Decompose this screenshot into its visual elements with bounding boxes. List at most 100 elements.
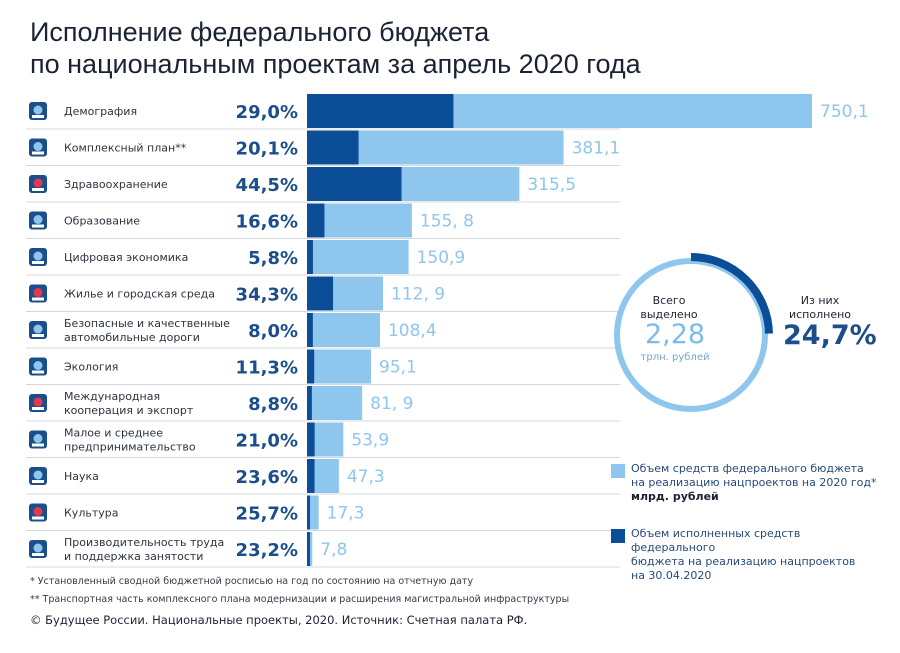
bar-executed bbox=[307, 276, 334, 311]
legend-swatch-total bbox=[611, 464, 625, 478]
bar-total bbox=[307, 240, 409, 274]
category-label: Комплексный план** bbox=[64, 142, 187, 155]
road-icon bbox=[29, 321, 47, 339]
donut-total-value: 2,28 bbox=[644, 319, 706, 350]
donut-total-label-line2: выделено bbox=[640, 308, 698, 321]
globe-icon bbox=[29, 394, 47, 412]
bar-total bbox=[307, 495, 319, 530]
value-label: 17,3 bbox=[327, 504, 365, 524]
percent-label: 44,5% bbox=[236, 175, 298, 196]
category-label: Здравоохранение bbox=[64, 178, 168, 191]
value-label: 112, 9 bbox=[391, 285, 445, 305]
category-label: Наука bbox=[64, 470, 99, 483]
legend-swatch-executed bbox=[611, 529, 625, 543]
executed-label: Из них исполнено bbox=[775, 294, 865, 322]
value-label: 7,8 bbox=[320, 540, 347, 560]
executed-label-line1: Из них bbox=[800, 294, 840, 307]
category-label: Цифровая экономика bbox=[64, 251, 188, 264]
education-icon bbox=[29, 211, 47, 230]
category-label: Экология bbox=[64, 361, 118, 374]
executed-label-line2: исполнено bbox=[788, 308, 852, 321]
donut-total-label: Всего выделено bbox=[640, 294, 698, 322]
source-credit: © Будущее России. Национальные проекты, … bbox=[30, 613, 528, 627]
legend-executed-line3: на 30.04.2020 bbox=[631, 569, 712, 582]
bar-total bbox=[307, 349, 372, 384]
category-label: Жилье и городская среда bbox=[64, 288, 215, 301]
legend-text-total: Объем средств федерального бюджета на ре… bbox=[631, 462, 881, 504]
housing-icon bbox=[29, 284, 47, 303]
bar-executed bbox=[307, 94, 454, 128]
bar-total bbox=[307, 386, 363, 420]
value-label: 81, 9 bbox=[370, 394, 413, 414]
percent-label: 25,7% bbox=[236, 504, 298, 525]
bar-executed bbox=[307, 495, 310, 530]
donut-total-unit: трлн. рублей bbox=[640, 352, 710, 363]
percent-label: 11,3% bbox=[236, 358, 298, 379]
bar-executed bbox=[307, 422, 315, 457]
bar-executed bbox=[307, 532, 310, 566]
category-label: Международная кооперация и экспорт bbox=[64, 390, 194, 417]
legend-item-total: Объем средств федерального бюджета на ре… bbox=[611, 462, 881, 508]
highway-icon bbox=[29, 138, 47, 157]
value-label: 53,9 bbox=[351, 431, 389, 451]
percent-label: 23,6% bbox=[236, 467, 298, 488]
science-icon bbox=[29, 467, 47, 485]
rocket-icon bbox=[29, 430, 47, 449]
value-label: 750,1 bbox=[820, 102, 869, 122]
category-label: Культура bbox=[64, 507, 118, 520]
executed-value: 24,7% bbox=[783, 320, 877, 351]
bar-total bbox=[307, 313, 380, 347]
legend-text-executed: Объем исполненных средств федерального б… bbox=[631, 527, 881, 583]
title-line-1: Исполнение федерального бюджета bbox=[30, 17, 490, 47]
donut-total-label-line1: Всего bbox=[652, 294, 686, 307]
percent-label: 23,2% bbox=[236, 540, 298, 561]
bar-executed bbox=[307, 386, 312, 420]
percent-label: 34,3% bbox=[236, 285, 298, 306]
medical-cross-icon bbox=[29, 175, 47, 193]
category-label: Образование bbox=[64, 215, 140, 228]
footnote-1: * Установленный сводной бюджетной роспис… bbox=[30, 576, 474, 587]
title-line-2: по национальным проектам за апрель 2020 … bbox=[30, 49, 641, 79]
bar-total bbox=[307, 203, 412, 238]
value-label: 150,9 bbox=[417, 248, 466, 268]
labor-icon bbox=[29, 540, 47, 558]
percent-label: 16,6% bbox=[236, 212, 298, 233]
bar-executed bbox=[307, 167, 402, 201]
legend-executed-line2: бюджета на реализацию нацпроектов bbox=[631, 555, 856, 568]
legend-total-line3: млрд. рублей bbox=[631, 490, 719, 503]
culture-icon bbox=[29, 503, 47, 522]
category-label: Безопасные и качественные автомобильные д… bbox=[64, 317, 230, 344]
value-label: 108,4 bbox=[388, 321, 437, 341]
bar-executed bbox=[307, 349, 315, 384]
chart-title: Исполнение федерального бюджета по нацио… bbox=[30, 16, 870, 80]
bar-executed bbox=[307, 240, 313, 274]
family-icon bbox=[29, 102, 47, 120]
value-label: 315,5 bbox=[527, 175, 576, 195]
donut-executed-arc bbox=[690, 253, 773, 334]
percent-label: 5,8% bbox=[248, 248, 298, 269]
bar-executed bbox=[307, 203, 325, 238]
legend-total-line1: Объем средств федерального бюджета bbox=[631, 462, 864, 475]
category-label: Демография bbox=[64, 105, 137, 118]
percent-label: 21,0% bbox=[236, 431, 298, 452]
percent-label: 20,1% bbox=[236, 139, 298, 160]
donut-ring bbox=[614, 258, 768, 412]
value-label: 381,1 bbox=[572, 139, 621, 159]
bar-executed bbox=[307, 313, 313, 347]
percent-label: 29,0% bbox=[236, 102, 298, 123]
bar-executed bbox=[307, 459, 315, 493]
digital-icon bbox=[29, 248, 47, 266]
percent-label: 8,8% bbox=[248, 394, 298, 415]
value-label: 47,3 bbox=[347, 467, 385, 487]
value-label: 155, 8 bbox=[420, 212, 474, 232]
category-label: Малое и среднее предпринимательство bbox=[64, 427, 196, 454]
value-label: 95,1 bbox=[379, 358, 417, 378]
bar-executed bbox=[307, 130, 359, 165]
category-label: Производительность труда и поддержка заня… bbox=[64, 536, 224, 563]
legend-total-line2: на реализацию нацпроектов на 2020 год* bbox=[631, 476, 877, 489]
ecology-leaf-icon bbox=[29, 357, 47, 376]
legend-item-executed: Объем исполненных средств федерального б… bbox=[611, 527, 881, 582]
footnote-2: ** Транспортная часть комплексного плана… bbox=[30, 594, 570, 605]
percent-label: 8,0% bbox=[248, 321, 298, 342]
